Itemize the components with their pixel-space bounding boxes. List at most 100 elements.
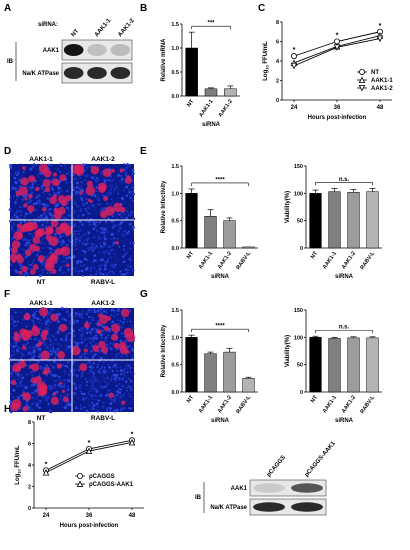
nucleus-dot <box>92 407 95 410</box>
infection-spot <box>96 322 101 327</box>
nucleus-dot <box>48 193 52 197</box>
infection-spot <box>30 327 41 337</box>
nucleus-dot <box>113 252 116 255</box>
nucleus-dot <box>80 327 83 329</box>
nucleus-dot <box>46 272 49 275</box>
nucleus-dot <box>79 220 82 224</box>
nucleus-dot <box>102 309 106 313</box>
nucleus-dot <box>89 269 92 272</box>
nucleus-dot <box>123 375 125 377</box>
nucleus-dot <box>98 271 101 273</box>
nucleus-dot <box>103 377 106 380</box>
nucleus-dot <box>41 262 45 266</box>
nucleus-dot <box>12 388 16 392</box>
nucleus-dot <box>20 352 23 354</box>
blot-header: siRNA: <box>38 22 58 28</box>
blot-band <box>87 44 107 56</box>
blot-band <box>87 67 107 79</box>
nucleus-dot <box>82 381 84 384</box>
nucleus-dot <box>79 260 83 264</box>
nucleus-dot <box>55 349 58 352</box>
nucleus-dot <box>25 238 29 242</box>
nucleus-dot <box>73 322 76 325</box>
nucleus-dot <box>84 268 87 271</box>
y-tick-label: 8 <box>28 420 31 426</box>
nucleus-dot <box>47 209 50 212</box>
nucleus-dot <box>119 272 123 276</box>
nucleus-dot <box>49 337 51 340</box>
nucleus-dot <box>122 255 125 258</box>
nucleus-dot <box>47 163 51 166</box>
nucleus-dot <box>73 200 76 202</box>
x-tick-label: AAK1-1 <box>322 251 338 271</box>
nucleus-dot <box>98 264 101 267</box>
nucleus-dot <box>80 188 83 191</box>
nucleus-dot <box>89 266 93 270</box>
nucleus-dot <box>80 269 84 273</box>
nucleus-dot <box>27 244 29 247</box>
nucleus-dot <box>109 188 112 191</box>
nucleus-dot <box>122 260 126 264</box>
infection-spot <box>28 194 33 199</box>
nucleus-dot <box>85 397 87 400</box>
nucleus-dot <box>47 246 50 249</box>
y-axis-title-main: Log <box>263 69 269 80</box>
nucleus-dot <box>89 331 92 335</box>
nucleus-dot <box>20 177 23 180</box>
nucleus-dot <box>18 264 21 266</box>
nucleus-dot <box>75 406 78 410</box>
infection-spot <box>64 194 72 202</box>
data-point-circle <box>290 53 297 60</box>
nucleus-dot <box>85 209 88 212</box>
nucleus-dot <box>106 203 109 206</box>
nucleus-dot <box>104 358 106 360</box>
nucleus-dot <box>25 201 29 204</box>
nucleus-dot <box>44 322 48 326</box>
y-tick-label: 8 <box>276 20 279 26</box>
nucleus-dot <box>31 261 34 265</box>
nucleus-dot <box>94 379 98 383</box>
nucleus-dot <box>82 327 85 330</box>
nucleus-dot <box>89 377 91 379</box>
nucleus-dot <box>128 378 131 380</box>
nucleus-dot <box>64 364 67 368</box>
nucleus-dot <box>111 201 113 204</box>
nucleus-dot <box>95 392 97 394</box>
nucleus-dot <box>62 241 65 244</box>
nucleus-dot <box>38 374 41 376</box>
nucleus-dot <box>84 207 87 210</box>
nucleus-dot <box>62 340 65 343</box>
x-axis-title: siRNA <box>211 418 230 424</box>
infection-spot <box>59 222 69 232</box>
nucleus-dot <box>89 274 92 276</box>
bar <box>242 246 255 249</box>
nucleus-dot <box>115 363 118 366</box>
nucleus-dot <box>80 228 83 231</box>
nucleus-dot <box>82 213 85 217</box>
nucleus-dot <box>129 163 131 166</box>
nucleus-dot <box>82 396 84 398</box>
nucleus-dot <box>47 324 49 327</box>
nucleus-dot <box>85 198 88 201</box>
nucleus-dot <box>15 324 18 327</box>
nucleus-dot <box>119 366 122 369</box>
nucleus-dot <box>124 201 127 204</box>
y-tick-label: 0.0 <box>171 390 179 396</box>
nucleus-dot <box>75 392 78 396</box>
y-tick-label: 1.5 <box>171 164 179 170</box>
x-tick-label: NT <box>186 394 195 404</box>
nucleus-dot <box>109 256 111 258</box>
nucleus-dot <box>18 382 22 386</box>
nucleus-dot <box>74 193 76 196</box>
nucleus-dot <box>20 384 23 388</box>
nucleus-dot <box>67 209 70 212</box>
nucleus-dot <box>44 347 47 350</box>
nucleus-dot <box>117 352 120 355</box>
nucleus-dot <box>28 201 31 204</box>
nucleus-dot <box>128 257 131 260</box>
nucleus-dot <box>97 223 99 226</box>
nucleus-dot <box>82 398 85 401</box>
nucleus-dot <box>87 337 89 340</box>
nucleus-dot <box>114 263 117 266</box>
nucleus-dot <box>80 404 82 406</box>
